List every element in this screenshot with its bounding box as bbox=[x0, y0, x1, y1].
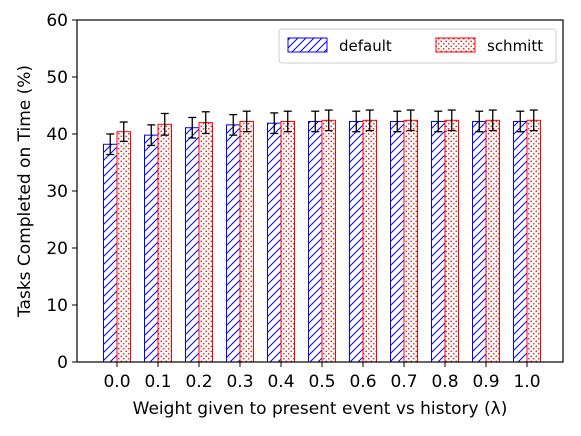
bar-schmitt-1.0 bbox=[526, 119, 541, 363]
bar-schmitt-0.7 bbox=[403, 119, 418, 363]
y-tick-label-10: 10 bbox=[46, 296, 68, 316]
legend-swatch-default bbox=[287, 37, 328, 53]
bar-schmitt-0.8 bbox=[444, 119, 459, 363]
x-tick-label-0.1: 0.1 bbox=[144, 372, 171, 392]
bar-schmitt-0.1 bbox=[157, 123, 172, 363]
x-tick-label-0.0: 0.0 bbox=[103, 372, 130, 392]
y-tick-label-50: 50 bbox=[46, 68, 68, 88]
y-tick-label-0: 0 bbox=[57, 353, 68, 373]
bar-default-0.5 bbox=[308, 120, 323, 363]
x-tick-label-0.8: 0.8 bbox=[431, 372, 458, 392]
legend-label-default: default bbox=[339, 37, 392, 55]
y-axis-ticks: 0 10 20 30 40 50 60 bbox=[46, 11, 77, 373]
bar-default-0.2 bbox=[185, 127, 200, 363]
bar-schmitt-0.6 bbox=[362, 119, 377, 363]
error-bars-layer bbox=[106, 109, 538, 156]
bar-default-0.7 bbox=[390, 120, 405, 363]
x-tick-label-0.4: 0.4 bbox=[267, 372, 294, 392]
x-tick-label-0.7: 0.7 bbox=[390, 372, 417, 392]
bar-default-0.9 bbox=[472, 120, 487, 363]
bar-schmitt-0.0 bbox=[116, 131, 131, 363]
bar-default-0.6 bbox=[349, 120, 364, 363]
x-axis-title: Weight given to present event vs history… bbox=[133, 399, 508, 419]
x-axis-ticks: 0.0 0.1 0.2 0.3 0.4 0.5 0.6 0.7 0.8 0.9 1.0 bbox=[103, 362, 541, 392]
legend-label-schmitt: schmitt bbox=[487, 37, 543, 55]
bar-schmitt-0.5 bbox=[321, 119, 336, 363]
y-tick-label-60: 60 bbox=[46, 11, 68, 31]
bar-default-0.3 bbox=[226, 124, 241, 363]
bar-default-1.0 bbox=[513, 120, 528, 363]
legend-swatch-schmitt bbox=[435, 37, 476, 53]
bar-schmitt-0.3 bbox=[239, 120, 254, 363]
y-tick-label-30: 30 bbox=[46, 182, 68, 202]
x-tick-label-0.3: 0.3 bbox=[226, 372, 253, 392]
x-tick-label-0.5: 0.5 bbox=[308, 372, 335, 392]
x-tick-label-0.6: 0.6 bbox=[349, 372, 376, 392]
bar-default-0.4 bbox=[267, 122, 282, 363]
bar-schmitt-0.9 bbox=[485, 119, 500, 363]
bars-layer bbox=[103, 119, 541, 363]
x-tick-label-1.0: 1.0 bbox=[513, 372, 540, 392]
bar-default-0.1 bbox=[144, 134, 159, 363]
legend: default schmitt bbox=[278, 28, 557, 64]
y-axis-title: Tasks Completed on Time (%) bbox=[15, 65, 35, 318]
bar-schmitt-0.4 bbox=[280, 120, 295, 363]
bar-schmitt-0.2 bbox=[198, 122, 213, 363]
y-tick-label-40: 40 bbox=[46, 125, 68, 145]
y-tick-label-20: 20 bbox=[46, 239, 68, 259]
legend-frame bbox=[278, 28, 557, 64]
bar-default-0.8 bbox=[431, 120, 446, 363]
bar-default-0.0 bbox=[103, 143, 118, 363]
x-tick-label-0.2: 0.2 bbox=[185, 372, 212, 392]
x-tick-label-0.9: 0.9 bbox=[472, 372, 499, 392]
